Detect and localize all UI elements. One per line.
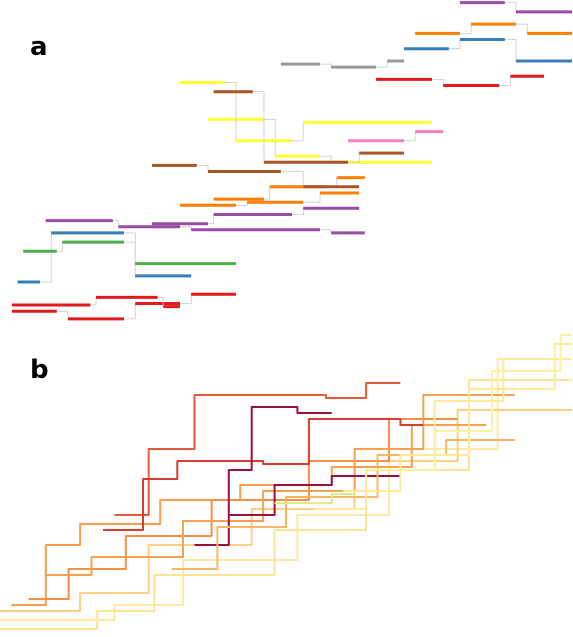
trajectory-a-4 bbox=[45, 220, 365, 234]
series-line-b-2 bbox=[0, 409, 572, 612]
series-line-b-4 bbox=[28, 418, 458, 600]
trajectory-a-0 bbox=[12, 293, 236, 320]
trajectory-a-15 bbox=[404, 39, 572, 62]
panel-label-a: a bbox=[30, 32, 48, 62]
trajectory-a-6 bbox=[213, 177, 365, 200]
series-line-b-13 bbox=[377, 334, 572, 471]
trajectory-a-8 bbox=[152, 165, 360, 188]
series-line-b-3 bbox=[11, 424, 487, 606]
series-line-b-0 bbox=[0, 379, 572, 630]
trajectory-a-3 bbox=[23, 241, 236, 264]
series-line-b-12 bbox=[343, 343, 572, 492]
series-line-b-14 bbox=[274, 493, 355, 504]
panel-b-plot bbox=[0, 334, 572, 630]
series-line-b-10 bbox=[171, 439, 515, 570]
series-line-b-8 bbox=[194, 406, 332, 546]
panel-label-b: b bbox=[30, 355, 49, 385]
series-line-b-1 bbox=[0, 358, 572, 621]
series-line-b-7 bbox=[103, 418, 424, 531]
series-line-b-5 bbox=[45, 394, 515, 576]
series-line-b-6 bbox=[114, 382, 401, 516]
panel-a-plot bbox=[12, 1, 572, 321]
series-line-b-11 bbox=[314, 358, 572, 510]
series-line-b-9 bbox=[228, 475, 401, 516]
